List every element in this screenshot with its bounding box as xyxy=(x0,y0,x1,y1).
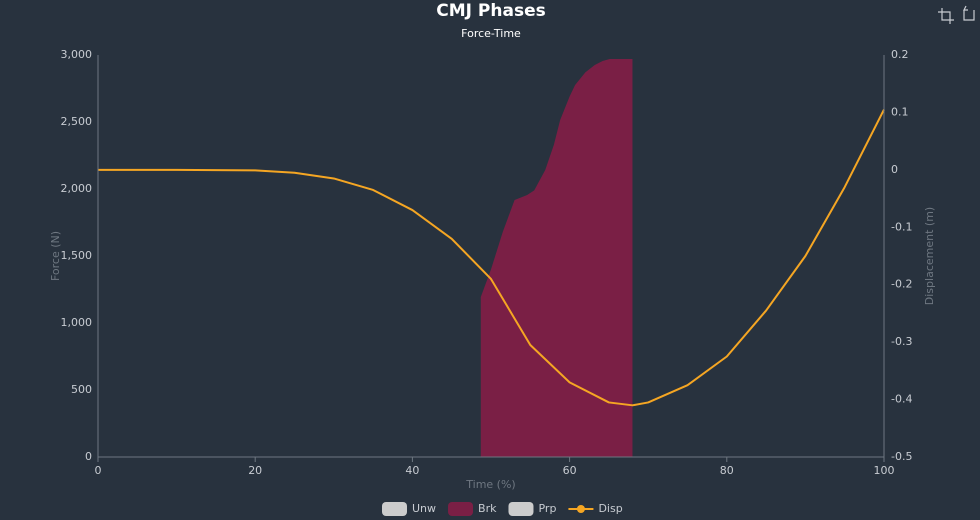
y-tick-label: 1,500 xyxy=(61,249,93,262)
legend-swatch[interactable] xyxy=(508,502,534,516)
restore-icon[interactable] xyxy=(963,5,975,21)
x-tick-label: 40 xyxy=(405,464,419,477)
y-tick-label: 2,000 xyxy=(61,182,93,195)
x-tick-label: 80 xyxy=(720,464,734,477)
y2-tick-label: -0.5 xyxy=(891,450,912,463)
legend-label[interactable]: Prp xyxy=(538,502,556,515)
toolbox[interactable] xyxy=(938,5,975,24)
x-tick-label: 20 xyxy=(248,464,262,477)
y2-tick-label: 0.1 xyxy=(891,105,909,118)
x-tick-label: 100 xyxy=(874,464,895,477)
line xyxy=(98,109,885,407)
area xyxy=(480,59,633,458)
legend-label[interactable]: Brk xyxy=(478,502,497,515)
y2-tick-label: 0.2 xyxy=(891,48,909,61)
y2-tick-label: -0.4 xyxy=(891,393,912,406)
zoom-icon[interactable] xyxy=(938,8,954,24)
legend-swatch[interactable] xyxy=(448,502,474,516)
legend-swatch[interactable] xyxy=(382,502,407,516)
y-tick-label: 0 xyxy=(85,450,92,463)
x-tick-label: 60 xyxy=(563,464,577,477)
x-tick-label: 0 xyxy=(95,464,102,477)
legend-swatch-dot[interactable] xyxy=(576,505,585,513)
y2-axis-title: Displacement (m) xyxy=(923,207,936,305)
legend-label[interactable]: Unw xyxy=(412,502,436,515)
chart-subtitle: Force-Time xyxy=(461,27,521,40)
x-axis-title: Time (%) xyxy=(465,478,515,491)
y-tick-label: 2,500 xyxy=(61,115,93,128)
y-tick-label: 500 xyxy=(71,383,92,396)
y2-tick-label: 0 xyxy=(891,163,898,176)
y2-tick-label: -0.3 xyxy=(891,335,912,348)
y-tick-label: 1,000 xyxy=(61,316,93,329)
y-axis-title: Force (N) xyxy=(49,231,62,281)
y2-tick-label: -0.1 xyxy=(891,220,912,233)
y-tick-label: 3,000 xyxy=(61,48,93,61)
chart-title: CMJ Phases xyxy=(436,1,545,21)
legend-label[interactable]: Disp xyxy=(598,502,622,515)
y2-tick-label: -0.2 xyxy=(891,278,912,291)
